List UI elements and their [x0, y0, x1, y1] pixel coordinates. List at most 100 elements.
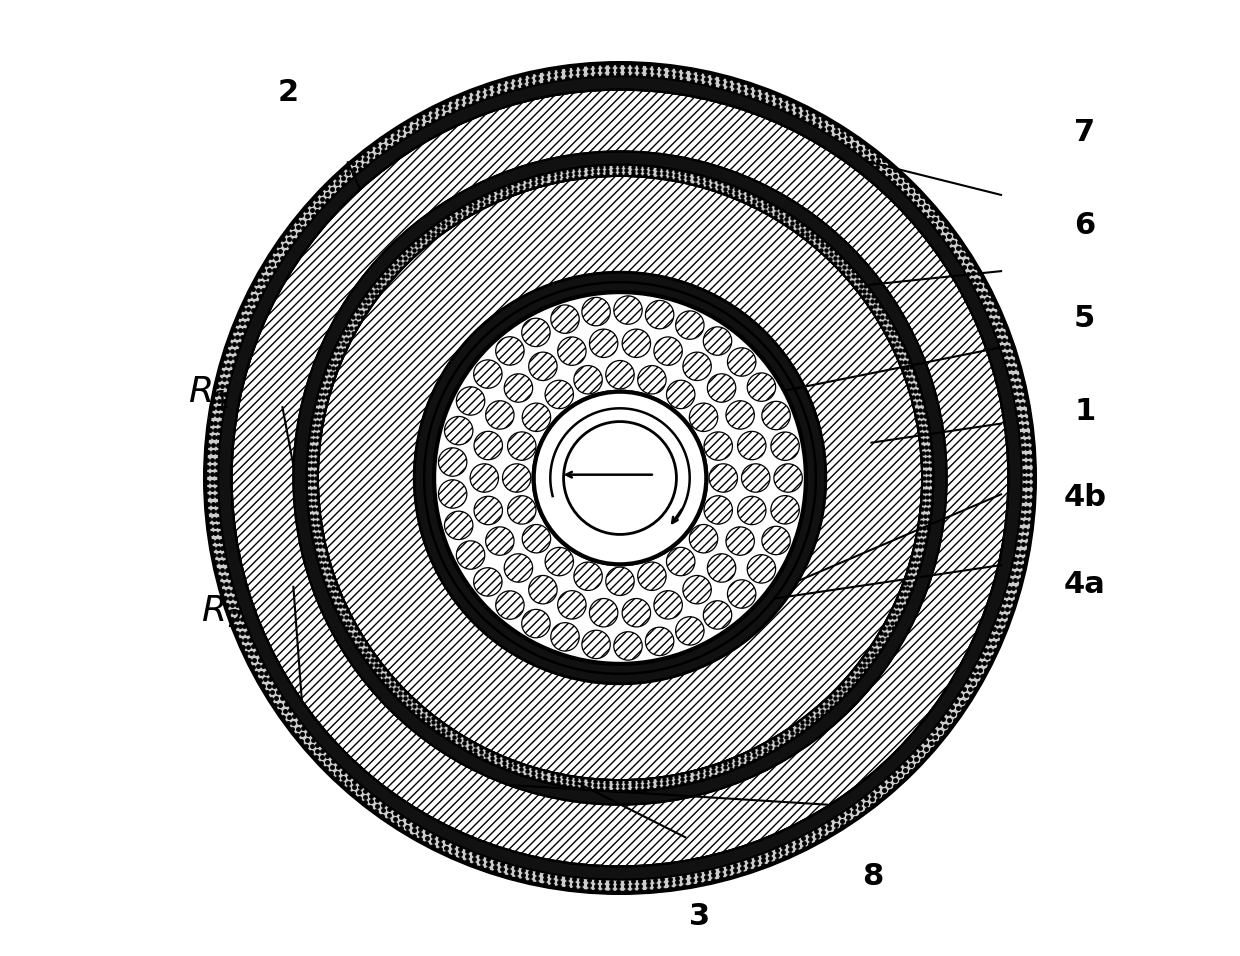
Circle shape	[761, 527, 790, 554]
Circle shape	[676, 311, 704, 339]
Circle shape	[589, 598, 618, 627]
Circle shape	[704, 432, 733, 460]
Circle shape	[507, 432, 536, 460]
Circle shape	[728, 348, 756, 377]
Circle shape	[444, 511, 472, 539]
Circle shape	[676, 617, 704, 645]
Circle shape	[306, 164, 934, 792]
Circle shape	[637, 562, 666, 591]
Circle shape	[707, 374, 735, 402]
Circle shape	[738, 496, 766, 525]
Circle shape	[689, 403, 718, 431]
Circle shape	[725, 401, 754, 429]
Circle shape	[748, 373, 776, 402]
Circle shape	[474, 359, 502, 388]
Circle shape	[704, 496, 733, 524]
Circle shape	[505, 554, 533, 582]
Circle shape	[522, 403, 551, 431]
Circle shape	[667, 548, 694, 576]
Circle shape	[533, 392, 707, 564]
Text: 8: 8	[862, 861, 883, 891]
Circle shape	[528, 352, 557, 380]
Circle shape	[185, 43, 1055, 913]
Circle shape	[317, 176, 923, 780]
Circle shape	[486, 527, 515, 555]
Circle shape	[774, 464, 802, 492]
Circle shape	[439, 447, 466, 476]
Text: 6: 6	[1074, 211, 1095, 240]
Circle shape	[294, 151, 946, 805]
Circle shape	[486, 401, 515, 429]
Circle shape	[505, 374, 533, 402]
Circle shape	[218, 76, 1022, 880]
Circle shape	[653, 337, 682, 365]
Circle shape	[742, 464, 770, 492]
Circle shape	[653, 591, 682, 619]
Circle shape	[761, 402, 790, 429]
Circle shape	[646, 627, 673, 656]
Circle shape	[622, 598, 651, 627]
Circle shape	[606, 567, 634, 596]
Circle shape	[606, 360, 634, 389]
Circle shape	[683, 576, 712, 604]
Circle shape	[709, 464, 738, 492]
Circle shape	[528, 576, 557, 604]
Circle shape	[496, 337, 525, 365]
Circle shape	[434, 293, 806, 663]
Circle shape	[738, 431, 766, 460]
Circle shape	[474, 496, 502, 525]
Circle shape	[306, 164, 934, 792]
Circle shape	[551, 622, 579, 651]
Circle shape	[703, 327, 732, 356]
Text: 5: 5	[1074, 304, 1095, 334]
Circle shape	[533, 392, 707, 564]
Circle shape	[614, 632, 642, 661]
Text: 2: 2	[278, 78, 299, 107]
Circle shape	[582, 630, 610, 659]
Circle shape	[424, 282, 816, 674]
Circle shape	[558, 337, 587, 365]
Circle shape	[551, 305, 579, 334]
Circle shape	[522, 525, 551, 553]
Circle shape	[725, 527, 754, 555]
Circle shape	[444, 417, 472, 445]
Circle shape	[232, 90, 1008, 866]
Text: 4a: 4a	[1064, 570, 1106, 598]
Circle shape	[232, 90, 1008, 866]
Text: 1: 1	[1074, 397, 1095, 426]
Circle shape	[474, 568, 502, 597]
Circle shape	[546, 380, 573, 408]
Circle shape	[456, 541, 485, 569]
Circle shape	[294, 151, 946, 805]
Circle shape	[434, 293, 806, 663]
Circle shape	[522, 609, 551, 638]
Circle shape	[563, 422, 677, 534]
Circle shape	[456, 387, 485, 415]
Circle shape	[703, 600, 732, 629]
Circle shape	[218, 76, 1022, 880]
Circle shape	[771, 432, 800, 461]
Text: 4b: 4b	[1063, 484, 1106, 512]
Text: 7: 7	[1074, 119, 1095, 147]
Circle shape	[414, 272, 826, 684]
Circle shape	[317, 176, 923, 780]
Circle shape	[707, 554, 735, 582]
Circle shape	[507, 496, 536, 524]
Circle shape	[582, 297, 610, 326]
Circle shape	[614, 295, 642, 324]
Circle shape	[689, 525, 718, 553]
Circle shape	[574, 365, 603, 394]
Circle shape	[667, 380, 694, 408]
Text: 3: 3	[689, 902, 711, 931]
Text: $R_2$: $R_2$	[201, 593, 242, 629]
Circle shape	[414, 272, 826, 684]
Circle shape	[558, 591, 587, 619]
Circle shape	[728, 579, 756, 608]
Circle shape	[205, 63, 1035, 893]
Circle shape	[439, 480, 466, 509]
Circle shape	[496, 591, 525, 619]
Circle shape	[622, 329, 651, 358]
Circle shape	[522, 318, 551, 347]
Circle shape	[637, 365, 666, 394]
Circle shape	[424, 282, 816, 674]
